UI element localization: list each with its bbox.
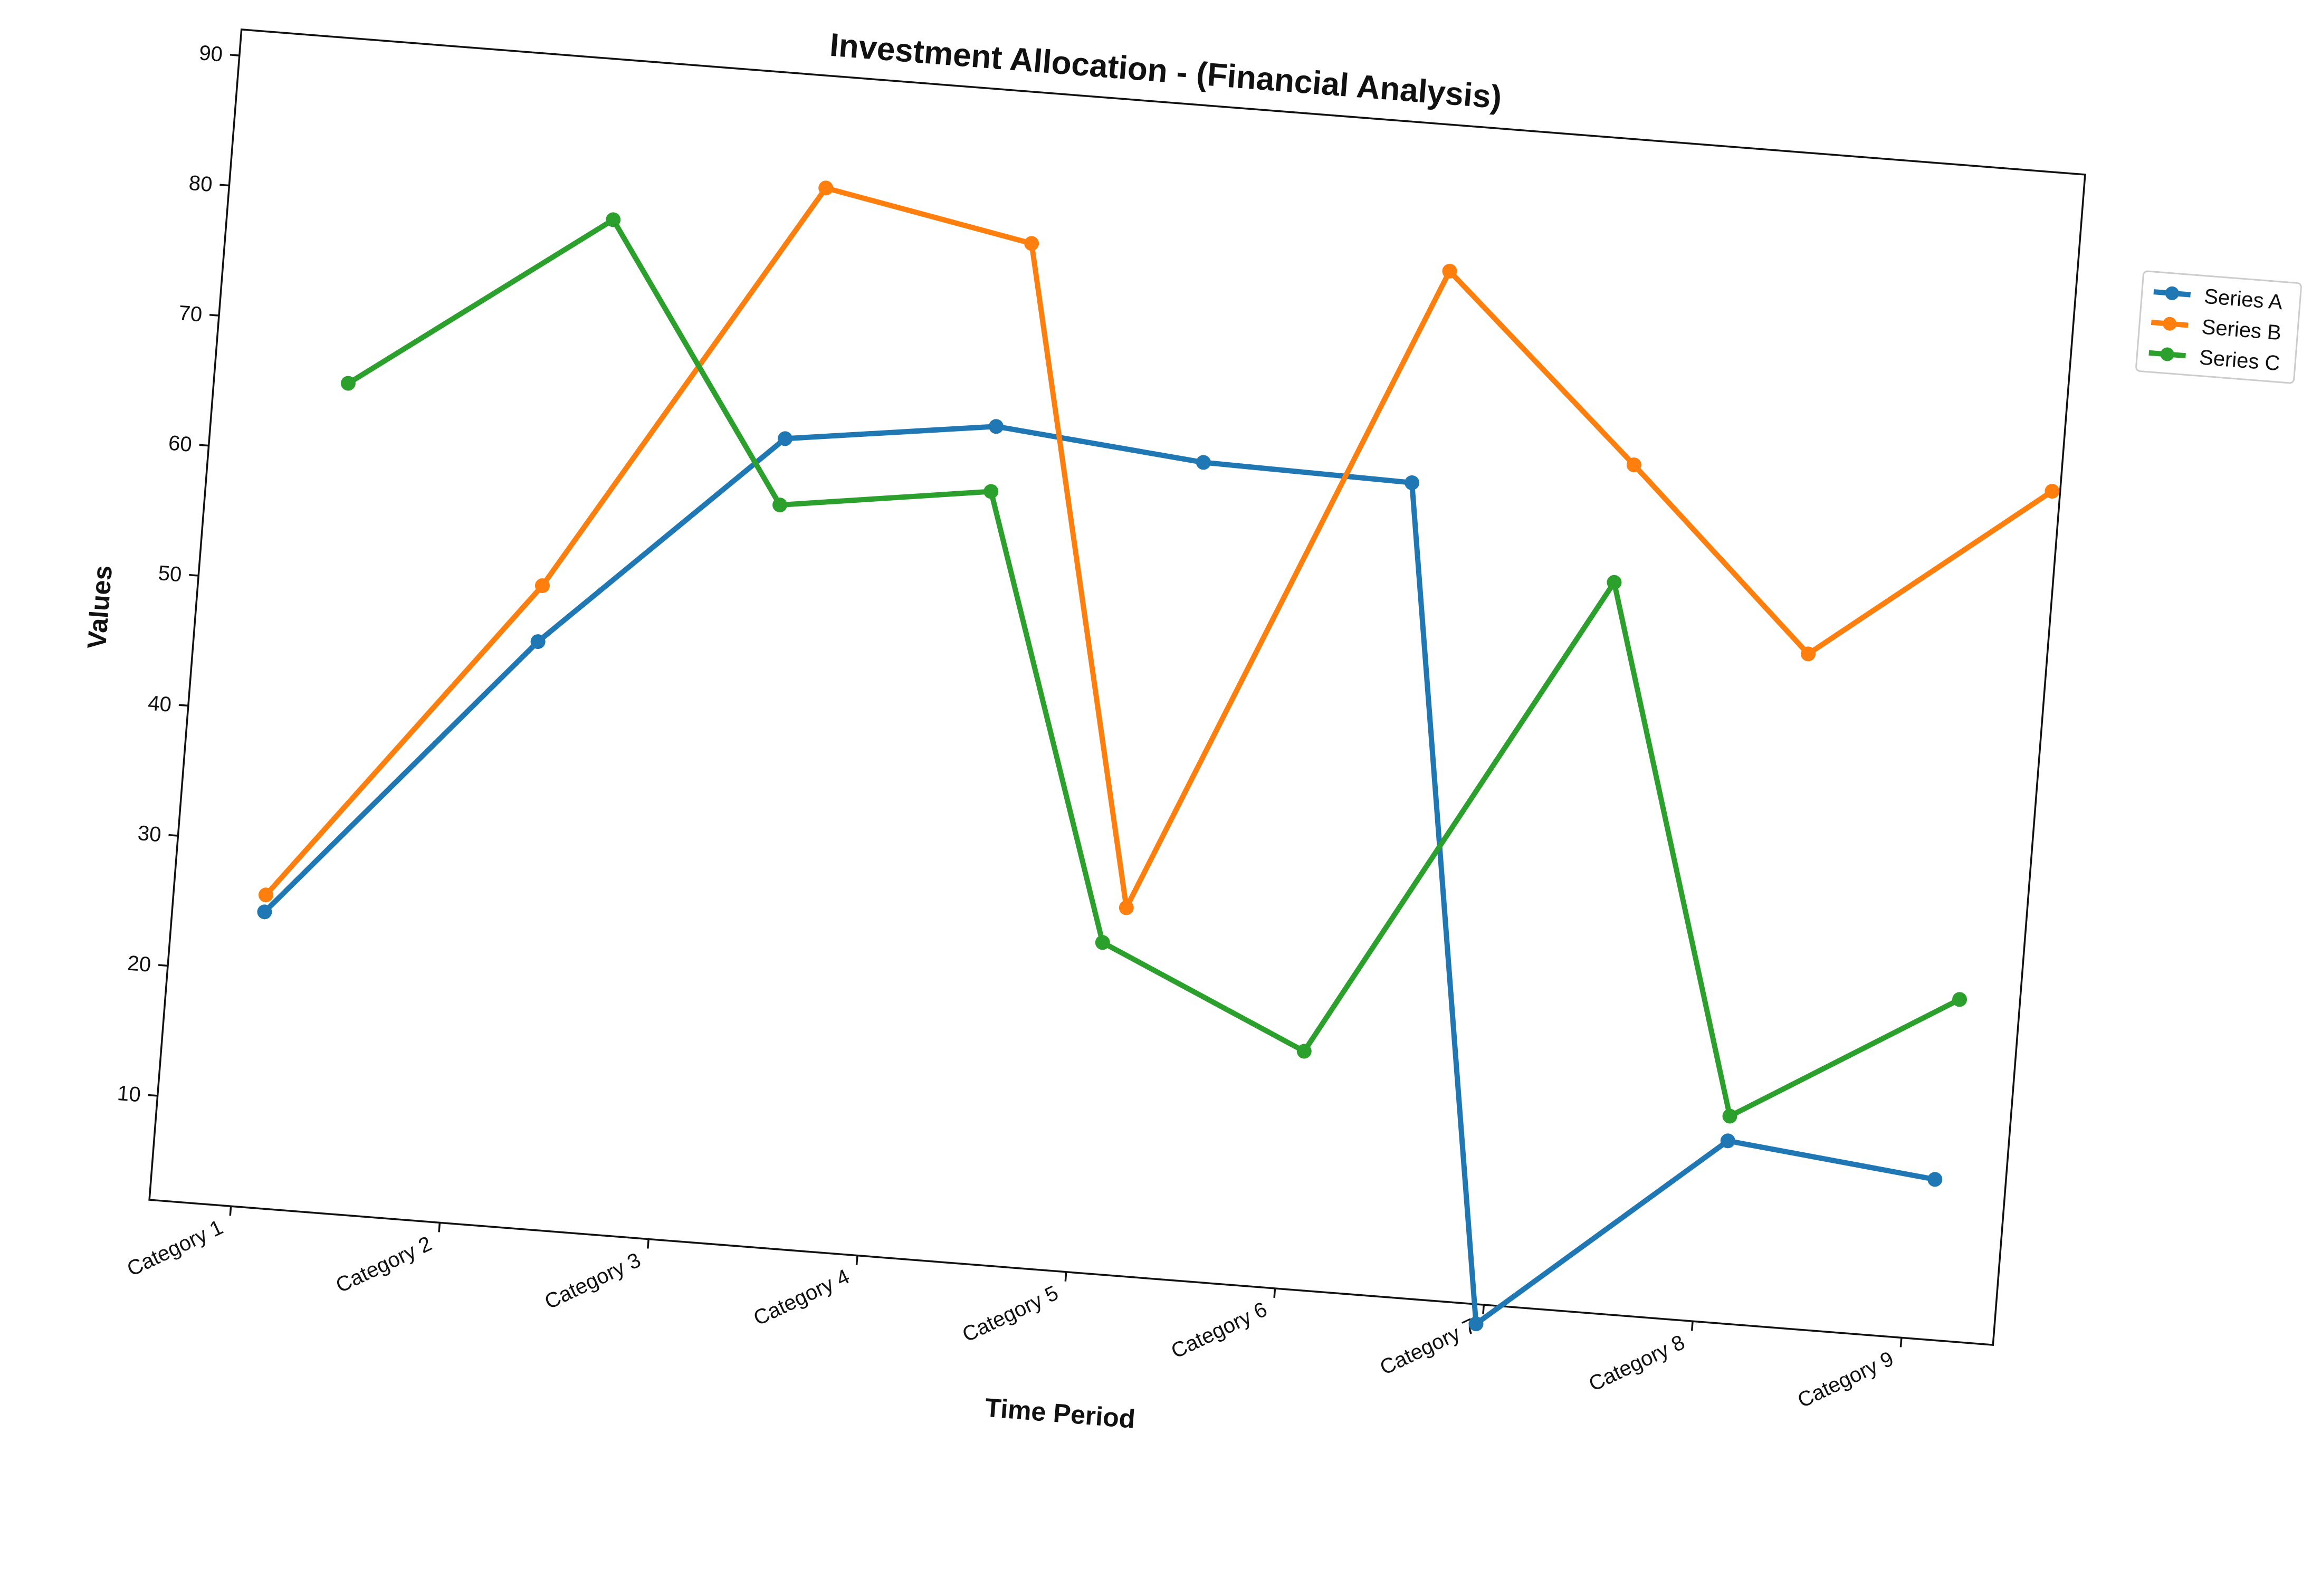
y-tick-label: 30 <box>137 821 162 846</box>
series-point <box>534 578 550 594</box>
x-tick-mark <box>1690 1321 1694 1331</box>
x-axis-title: Time Period <box>984 1393 1136 1434</box>
y-tick-mark <box>189 574 199 577</box>
x-tick-mark <box>1064 1272 1067 1282</box>
series-point <box>1720 1133 1735 1149</box>
x-tick-label: Category 2 <box>332 1232 436 1297</box>
series-point <box>606 212 621 227</box>
y-axis: 10 20 30 40 50 60 70 80 90 <box>117 41 240 1106</box>
series-point <box>818 180 834 196</box>
x-tick-label: Category 1 <box>123 1216 227 1281</box>
x-tick-label: Category 3 <box>541 1248 645 1314</box>
series-point <box>1296 1044 1312 1059</box>
x-tick-mark <box>1482 1304 1485 1315</box>
series-point <box>1607 575 1622 590</box>
series-point <box>1024 236 1039 251</box>
plot-frame <box>148 28 2086 1346</box>
plot-area: 10 20 30 40 50 60 70 80 90 Category 1 Category 2 C… <box>82 27 2086 1434</box>
series-point <box>989 419 1004 434</box>
series-point <box>1468 1316 1484 1332</box>
y-tick-label: 10 <box>117 1082 142 1106</box>
series-point <box>1442 263 1457 279</box>
series-point <box>1801 646 1816 662</box>
x-tick-label: Category 6 <box>1168 1298 1271 1363</box>
y-tick-label: 90 <box>198 41 224 66</box>
x-tick-label: Category 7 <box>1377 1314 1480 1380</box>
x-tick-label: Category 8 <box>1585 1331 1688 1396</box>
series-point <box>530 634 546 649</box>
series-point <box>1927 1172 1943 1187</box>
y-tick-label: 60 <box>168 432 193 456</box>
x-tick-mark <box>1899 1337 1903 1347</box>
y-tick-mark <box>168 834 178 837</box>
legend-marker <box>2163 317 2177 331</box>
series-point <box>2045 484 2060 499</box>
series-point <box>777 431 792 446</box>
y-tick-label: 50 <box>157 561 183 586</box>
y-tick-label: 80 <box>188 171 213 196</box>
series-point <box>1119 900 1134 915</box>
series-point <box>1952 992 1967 1007</box>
x-tick-label: Category 4 <box>750 1265 853 1330</box>
legend-marker <box>2160 347 2174 361</box>
y-tick-label: 40 <box>147 692 173 716</box>
series-point <box>257 904 272 920</box>
series-point <box>1405 475 1420 490</box>
series-point <box>772 498 788 513</box>
y-axis-title: Values <box>82 565 118 650</box>
series-point <box>983 484 999 499</box>
y-tick-mark <box>209 313 219 317</box>
x-tick-mark <box>438 1222 441 1232</box>
x-tick-mark <box>229 1206 232 1216</box>
series-point <box>1722 1108 1737 1124</box>
y-tick-mark <box>158 964 168 967</box>
series-lines <box>257 180 2060 1332</box>
legend-marker <box>2165 286 2179 300</box>
y-tick-label: 20 <box>127 952 152 977</box>
x-tick-label: Category 9 <box>1794 1347 1897 1412</box>
x-tick-mark <box>1273 1288 1276 1298</box>
series-point <box>258 887 273 903</box>
series-point <box>1196 455 1211 470</box>
x-tick-label: Category 5 <box>959 1281 1062 1346</box>
y-tick-label: 70 <box>178 301 203 326</box>
series-point <box>1095 935 1110 950</box>
series-point <box>1626 457 1641 473</box>
series-point <box>340 376 356 391</box>
